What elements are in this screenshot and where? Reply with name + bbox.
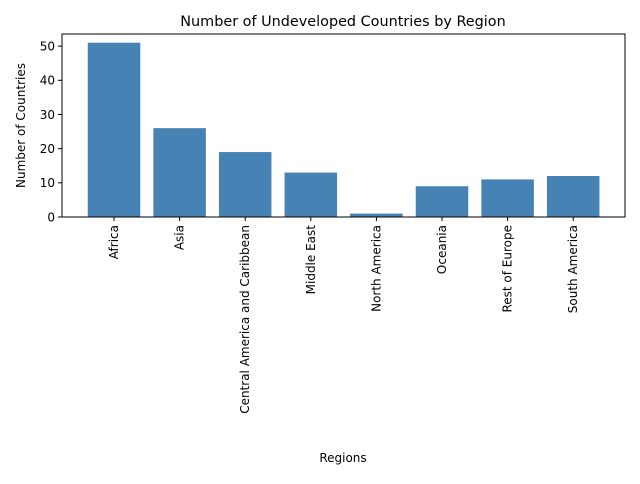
x-axis: Africa Asia Central America and Caribbean M… [107, 217, 580, 414]
y-tick-label: 50 [40, 39, 55, 53]
y-axis: 0 10 20 30 40 50 [40, 39, 62, 224]
plot-frame [61, 33, 626, 218]
x-tick-label: Rest of Europe [501, 225, 515, 313]
bar-north-america [350, 213, 403, 217]
bar-oceania [415, 186, 469, 217]
y-axis-label: Number of Countries [14, 63, 28, 188]
x-tick-label: South America [566, 225, 580, 313]
x-axis-label: Regions [319, 451, 366, 465]
x-tick-label: Middle East [304, 225, 318, 295]
bar-central-america-and-caribbean [218, 152, 272, 217]
y-tick-label: 20 [40, 142, 55, 156]
bar-south-america [546, 175, 600, 217]
y-tick-label: 30 [40, 108, 55, 122]
bar-asia [153, 128, 206, 217]
bar-rest-of-europe [481, 179, 534, 217]
x-tick-label: Central America and Caribbean [238, 225, 252, 414]
x-tick-label: North America [369, 225, 383, 312]
bar-middle-east [284, 172, 338, 217]
x-tick-label: Asia [173, 225, 187, 250]
chart-title: Number of Undeveloped Countries by Regio… [180, 14, 505, 30]
bar-africa [87, 42, 141, 218]
y-tick-label: 0 [47, 210, 55, 224]
x-tick-label: Africa [107, 225, 121, 259]
bars-layer [87, 42, 600, 218]
x-tick-label: Oceania [435, 225, 449, 274]
y-tick-label: 10 [40, 176, 55, 190]
y-tick-label: 40 [40, 74, 55, 88]
